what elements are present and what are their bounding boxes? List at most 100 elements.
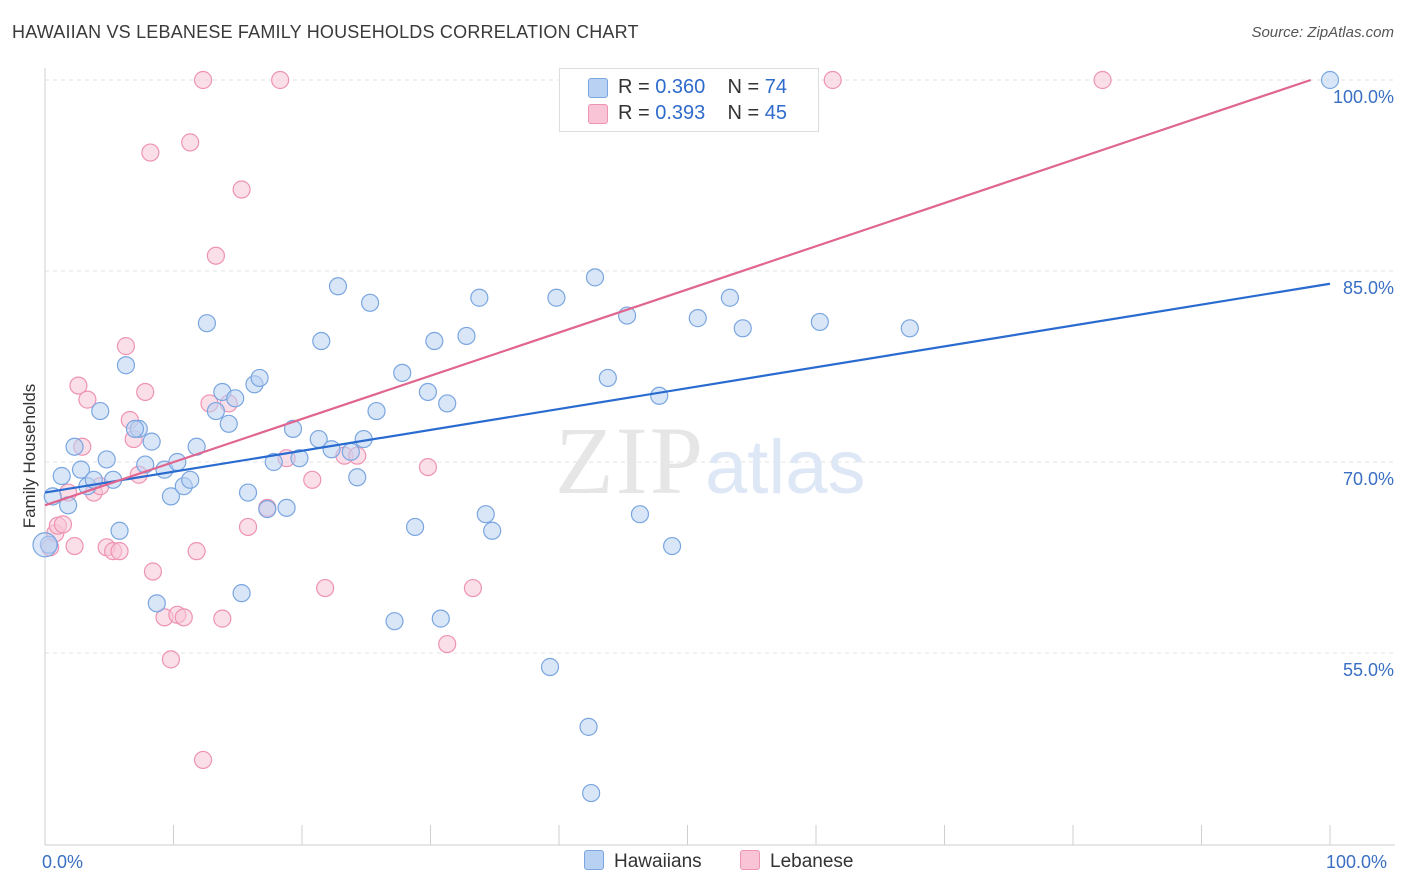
axes <box>44 68 1395 846</box>
hawaiians-point <box>147 594 166 613</box>
source-label: Source: ZipAtlas.com <box>1251 24 1394 41</box>
lebanese-point <box>213 609 232 628</box>
y-axis-label: Family Households <box>20 383 39 529</box>
hawaiians-point <box>476 505 495 524</box>
lebanese-point <box>187 542 206 561</box>
hawaiians-point <box>142 432 161 451</box>
lebanese-point <box>418 457 438 477</box>
hawaiians-point <box>71 460 91 479</box>
hawaiians-point <box>65 437 84 456</box>
hawaiians-point <box>238 483 258 502</box>
legend-item-hawaiians[interactable]: Hawaiians <box>584 850 702 873</box>
y-tick-label-55: 55.0% <box>1342 660 1394 680</box>
hawaiians-point <box>900 319 919 338</box>
hawaiians-point <box>367 401 386 421</box>
hawaiians-point <box>662 536 682 556</box>
chart-title: HAWAIIAN VS LEBANESE FAMILY HOUSEHOLDS C… <box>12 22 639 42</box>
lebanese-point <box>238 517 258 537</box>
hawaiians-point <box>470 288 489 307</box>
hawaiians-point <box>226 389 245 408</box>
hawaiians-point <box>283 419 303 438</box>
r-value-hawaiians: 0.360 <box>655 76 706 98</box>
grid <box>45 79 1395 654</box>
r-value-lebanese: 0.393 <box>655 102 706 124</box>
hawaiians-point <box>91 401 110 421</box>
hawaiians-point <box>547 288 566 307</box>
hawaiians-point <box>232 584 251 603</box>
lebanese-point <box>193 70 213 90</box>
hawaiians-point <box>197 314 217 333</box>
hawaiians-point <box>650 386 669 405</box>
lebanese-point <box>303 470 322 489</box>
hawaiians-point <box>250 368 269 388</box>
hawaiians-point <box>290 449 309 468</box>
r-label: R = <box>618 76 650 98</box>
lebanese-point <box>143 562 163 581</box>
hawaiians-point <box>540 657 560 677</box>
hawaiians-point <box>579 717 598 736</box>
n-value-lebanese: 45 <box>764 102 788 124</box>
hawaiians-point <box>438 394 457 413</box>
legend-label-lebanese: Lebanese <box>770 851 854 872</box>
watermark: ZIPatlas <box>555 405 866 516</box>
hawaiians-point <box>264 452 283 472</box>
watermark-atlas: atlas <box>705 425 866 510</box>
y-tick-label-100: 100.0% <box>1332 87 1394 107</box>
hawaiians-point <box>341 442 360 461</box>
watermark-zip: ZIP <box>555 407 705 514</box>
correlation-legend: R = 0.360 N = 74 R = 0.393 N = 45 <box>559 68 819 132</box>
lebanese-point <box>65 536 84 556</box>
lebanese-point <box>78 390 97 409</box>
hawaiians-trend-line <box>44 282 1331 494</box>
lebanese-point <box>206 246 226 265</box>
n-value-hawaiians: 74 <box>764 76 788 98</box>
hawaiians-point <box>322 440 341 459</box>
lebanese-trend-line <box>44 78 1312 507</box>
y-tick-label-85: 85.0% <box>1342 278 1394 298</box>
lebanese-legend-swatch <box>740 850 760 870</box>
hawaiians-point <box>393 363 412 382</box>
lebanese-point <box>161 650 181 669</box>
hawaiians-point <box>405 517 425 537</box>
hawaiians-point <box>206 401 226 421</box>
lebanese-point <box>438 634 457 654</box>
lebanese-point <box>181 133 200 152</box>
lebanese-point <box>141 143 160 162</box>
hawaiians-point <box>312 331 331 351</box>
lebanese-point <box>823 70 842 90</box>
lebanese-point <box>1093 70 1112 90</box>
lebanese-point <box>110 542 129 561</box>
hawaiians-point <box>161 487 181 506</box>
hawaiians-point <box>418 382 438 402</box>
hawaiians-point <box>361 293 380 312</box>
hawaiians-point <box>52 466 71 486</box>
lebanese-point <box>232 180 251 199</box>
y-tick-label-70: 70.0% <box>1342 469 1394 489</box>
lebanese-swatch <box>588 104 608 124</box>
hawaiians-point <box>385 612 404 631</box>
hawaiians-points <box>32 70 1340 803</box>
legend-label-hawaiians: Hawaiians <box>614 851 702 872</box>
hawaiians-point <box>116 356 136 375</box>
lebanese-point <box>463 578 483 598</box>
hawaiians-point <box>688 309 707 328</box>
hawaiians-point <box>1320 70 1340 90</box>
hawaiians-point <box>348 468 367 487</box>
hawaiians-point <box>598 368 617 388</box>
hawaiians-point <box>483 521 502 540</box>
hawaiians-point <box>97 450 116 469</box>
lebanese-point <box>53 515 73 534</box>
lebanese-point <box>136 382 155 402</box>
hawaiians-point <box>328 277 348 296</box>
lebanese-point <box>69 376 88 395</box>
hawaiians-point <box>582 783 601 803</box>
legend-item-lebanese[interactable]: Lebanese <box>740 850 853 873</box>
hawaiians-swatch <box>588 78 608 98</box>
hawaiians-point <box>810 312 829 332</box>
n-label: N = <box>727 102 760 124</box>
hawaiians-point <box>733 319 752 338</box>
hawaiians-point <box>425 331 444 351</box>
x-tick-label-min: 0.0% <box>42 852 84 872</box>
n-label: N = <box>727 76 760 98</box>
